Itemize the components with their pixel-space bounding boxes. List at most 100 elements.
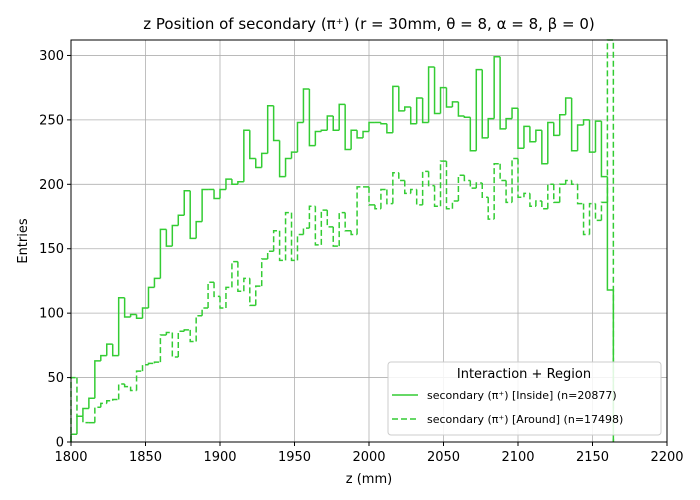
- legend-box: [387, 361, 662, 436]
- histogram-bin-around: [249, 278, 256, 307]
- x-tick-label: 2100: [501, 450, 534, 465]
- legend-label-around: secondary (π⁺) [Around] (n=17498): [427, 413, 623, 426]
- histogram-bin-inside: [576, 124, 584, 151]
- x-tick-label: 2200: [650, 450, 683, 465]
- histogram-bin-around: [219, 296, 226, 309]
- histogram-bin-inside: [171, 224, 179, 247]
- x-tick-label: 1950: [278, 450, 311, 465]
- histogram-bin-around: [296, 233, 304, 261]
- histogram-bin-inside: [457, 101, 465, 117]
- histogram-bin-inside: [153, 277, 161, 288]
- histogram-bin-inside: [82, 407, 89, 417]
- histogram-bin-around: [100, 402, 107, 408]
- histogram-bin-around: [338, 211, 346, 247]
- histogram-bin-inside: [368, 121, 375, 132]
- histogram-bin-around: [213, 282, 220, 298]
- histogram-bin-inside: [404, 106, 411, 111]
- histogram-bin-inside: [570, 97, 578, 152]
- histogram-bin-around: [427, 171, 435, 187]
- histogram-bin-around: [308, 205, 316, 229]
- histogram-bin-inside: [106, 343, 113, 356]
- histogram-bin-around: [421, 170, 429, 205]
- histogram-bin-around: [141, 363, 149, 372]
- y-tick-label: 50: [47, 371, 64, 386]
- histogram-bin-inside: [147, 286, 155, 308]
- histogram-bin-inside: [481, 69, 489, 139]
- histogram-bin-around: [463, 175, 471, 182]
- histogram-bin-around: [153, 361, 161, 364]
- histogram-bin-around: [272, 229, 280, 252]
- histogram-bin-inside: [433, 67, 441, 115]
- histogram-bin-inside: [94, 360, 101, 399]
- histogram-bin-inside: [123, 297, 131, 318]
- histogram-bin-around: [529, 193, 536, 207]
- histogram-bin-around: [332, 226, 340, 247]
- histogram-bin-inside: [302, 88, 310, 123]
- legend: Interaction + Region secondary (π⁺) [Ins…: [387, 361, 662, 436]
- y-axis-label: Entries: [16, 218, 31, 264]
- histogram-bin-inside: [260, 152, 268, 168]
- histogram-bin-inside: [439, 86, 447, 114]
- histogram-bin-inside: [350, 129, 358, 150]
- histogram-bin-inside: [469, 117, 477, 152]
- histogram-bin-around: [189, 329, 197, 343]
- histogram-bin-inside: [415, 97, 423, 124]
- series-inside: [70, 56, 615, 442]
- histogram-bin-inside: [547, 121, 554, 164]
- legend-title: Interaction + Region: [457, 367, 591, 382]
- y-axis-ticks: 0 50 100 150 200 250 300: [39, 49, 71, 451]
- histogram-bin-around: [445, 161, 453, 210]
- y-tick-label: 150: [39, 242, 64, 257]
- histogram-bin-inside: [529, 126, 536, 143]
- histogram-bin-around: [558, 183, 566, 203]
- histogram-bin-around: [147, 362, 155, 365]
- histogram-bin-inside: [213, 189, 220, 200]
- histogram-bin-around: [82, 416, 89, 424]
- histogram-bin-around: [374, 204, 381, 210]
- histogram-bin-around: [356, 186, 364, 235]
- histogram-bin-inside: [600, 121, 608, 178]
- histogram-bin-inside: [558, 113, 566, 136]
- histogram-bin-around: [576, 184, 584, 205]
- histogram-bin-around: [135, 370, 143, 391]
- histogram-bin-around: [201, 307, 209, 316]
- histogram-bin-inside: [177, 214, 185, 226]
- histogram-bin-around: [392, 171, 399, 204]
- histogram-bin-inside: [463, 116, 471, 119]
- histogram-bin-inside: [505, 117, 513, 129]
- histogram-bin-around: [475, 182, 483, 189]
- histogram-bin-inside: [314, 130, 322, 146]
- histogram-bin-around: [159, 334, 167, 363]
- chart-title: z Position of secondary (π⁺) (r = 30mm, …: [143, 15, 594, 33]
- histogram-bin-around: [326, 210, 334, 228]
- y-tick-label: 300: [39, 49, 64, 64]
- histogram-bin-inside: [165, 229, 173, 247]
- histogram-bin-inside: [517, 108, 524, 149]
- histogram-bin-around: [290, 212, 298, 262]
- histogram-bin-around: [433, 185, 441, 207]
- histogram-bin-inside: [493, 56, 501, 119]
- x-axis-ticks: 1800 1850 1900 1950 2000 2050 2100 2150 2200: [54, 442, 684, 465]
- histogram-bin-inside: [284, 157, 292, 177]
- histogram-bin-around: [165, 331, 173, 336]
- histogram-bin-inside: [296, 121, 304, 153]
- histogram-bin-inside: [225, 178, 232, 190]
- histogram-bin-inside: [487, 117, 495, 138]
- histogram-bin-around: [493, 162, 501, 220]
- histogram-bin-inside: [564, 97, 572, 115]
- histogram-bin-around: [398, 172, 405, 182]
- histogram-bin-inside: [135, 314, 143, 320]
- histogram-bin-inside: [117, 296, 125, 356]
- histogram-bin-around: [487, 197, 495, 220]
- histogram-bin-around: [368, 186, 375, 206]
- histogram-bin-around: [106, 400, 113, 404]
- histogram-bin-inside: [201, 188, 209, 222]
- histogram-bin-around: [171, 332, 179, 358]
- grid: [70, 40, 668, 443]
- histogram-bin-around: [278, 230, 286, 262]
- histogram-bin-inside: [70, 433, 77, 442]
- histogram-bin-inside: [380, 122, 387, 125]
- histogram-bin-inside: [111, 344, 119, 357]
- histogram-bin-inside: [243, 129, 250, 182]
